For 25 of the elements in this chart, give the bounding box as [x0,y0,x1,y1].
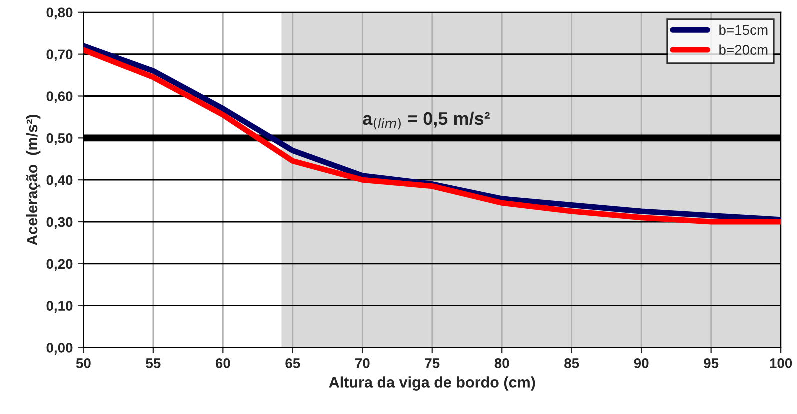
y-axis-title: Aceleração (m/s²) [26,115,41,246]
ref-line-label: a$_{(lim)}$ = 0,5 m/s² [363,112,490,130]
y-tick-label: 0,10 [46,301,73,314]
x-tick-label: 55 [146,358,161,368]
x-tick-label: 70 [356,358,370,368]
legend-label: b=20cm [720,44,768,56]
x-tick-label: 90 [634,358,649,368]
x-tick-label: 60 [216,358,230,368]
y-tick-label: 0,70 [46,50,73,62]
y-tick-label: 0,30 [46,217,73,230]
x-tick-label: 95 [704,358,719,368]
y-tick-label: 0,20 [46,259,73,272]
x-tick-label: 50 [76,358,91,368]
legend-label: b=15cm [720,24,768,36]
y-tick-label: 0,00 [46,343,73,355]
x-tick-label: 75 [425,358,440,368]
y-tick-label: 0,60 [46,92,73,104]
x-tick-label: 85 [564,358,580,368]
x-tick-label: 80 [494,358,510,368]
y-tick-label: 0,50 [46,134,73,146]
x-tick-label: 100 [770,358,792,368]
y-tick-label: 0,80 [46,8,73,20]
x-tick-label: 65 [286,358,300,368]
y-tick-label: 0,40 [46,175,73,188]
x-axis-title: Altura da viga de bordo (cm) [329,376,536,391]
